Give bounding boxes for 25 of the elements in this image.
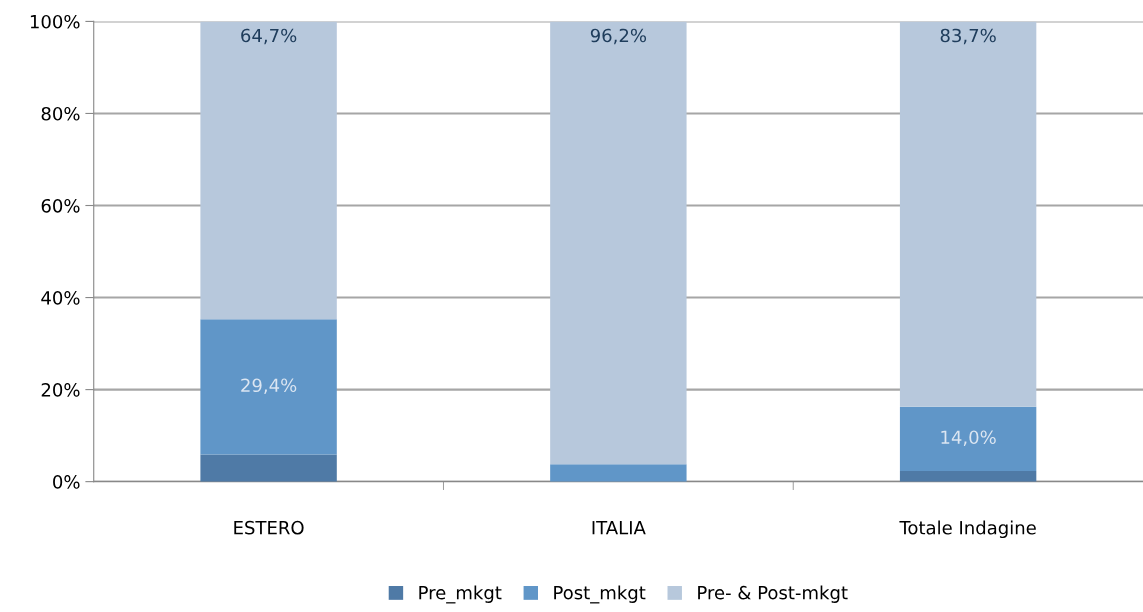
y-tick-label: 80% bbox=[41, 106, 80, 121]
y-tick-label: 0% bbox=[53, 475, 80, 489]
data-label: 29,4% bbox=[241, 378, 297, 394]
x-tick-label: Totale Indagine bbox=[899, 520, 1036, 539]
bar bbox=[200, 454, 337, 482]
data-label: 96,2% bbox=[590, 28, 647, 45]
bar bbox=[899, 21, 1037, 407]
legend-label: Pre_mkgt bbox=[419, 585, 502, 604]
y-tick-label: 60% bbox=[41, 198, 80, 213]
bar bbox=[200, 21, 337, 320]
data-label: 64,7% bbox=[241, 28, 297, 45]
x-tick-label: ESTERO bbox=[234, 520, 304, 535]
y-tick-label: 100% bbox=[30, 14, 80, 29]
data-label: 14,0% bbox=[941, 430, 996, 446]
data-label: 83,7% bbox=[940, 28, 996, 45]
bar bbox=[200, 319, 337, 455]
bar bbox=[899, 471, 1037, 482]
legend-label: Post_mkgt bbox=[554, 585, 646, 604]
bar bbox=[550, 21, 687, 465]
y-tick-label: 20% bbox=[41, 383, 80, 397]
x-tick-label: ITALIA bbox=[592, 521, 646, 535]
legend-label: Pre- & Post-mkgt bbox=[698, 585, 848, 603]
bar bbox=[899, 406, 1037, 472]
y-tick-label: 40% bbox=[41, 291, 80, 305]
bar bbox=[550, 464, 687, 482]
